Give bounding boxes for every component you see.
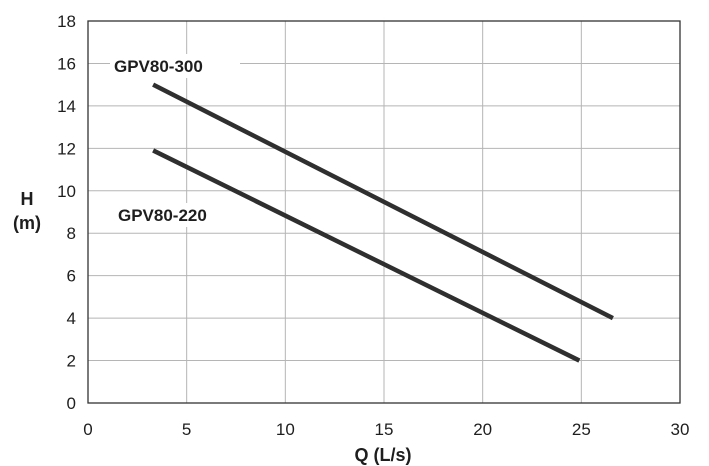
y-tick-label-16: 16 <box>57 54 76 73</box>
y-tick-label-4: 4 <box>67 309 76 328</box>
y-axis-title-h: H <box>21 189 34 209</box>
series-line-gpv80-220 <box>152 148 581 363</box>
y-tick-label-12: 12 <box>57 139 76 158</box>
y-tick-label-18: 18 <box>57 12 76 31</box>
x-tick-label-0: 0 <box>83 420 92 439</box>
y-tick-label-10: 10 <box>57 182 76 201</box>
tick-labels: 0 5 10 15 20 25 30 0 2 4 6 8 10 12 14 16 18 <box>57 12 689 439</box>
y-tick-label-8: 8 <box>67 224 76 243</box>
x-axis-title: Q (L/s) <box>355 445 412 465</box>
series-label-gpv80-220: GPV80-220 <box>118 206 207 225</box>
x-tick-label-10: 10 <box>276 420 295 439</box>
plot-frame <box>87 20 681 404</box>
x-tick-label-15: 15 <box>375 420 394 439</box>
series-layer <box>152 82 614 363</box>
series-label-gpv80-300: GPV80-300 <box>114 57 203 76</box>
y-axis-title-unit: (m) <box>13 213 41 233</box>
x-tick-label-5: 5 <box>182 420 191 439</box>
y-tick-label-14: 14 <box>57 97 76 116</box>
series-line-gpv80-300 <box>152 82 614 321</box>
x-tick-label-20: 20 <box>473 420 492 439</box>
x-tick-label-30: 30 <box>671 420 690 439</box>
y-tick-label-0: 0 <box>67 394 76 413</box>
y-tick-label-6: 6 <box>67 267 76 286</box>
series-label-bg-gpv80-220 <box>114 203 234 227</box>
series-label-bg-gpv80-300 <box>110 54 240 78</box>
y-tick-label-2: 2 <box>67 352 76 371</box>
x-tick-label-25: 25 <box>572 420 591 439</box>
grid-layer <box>88 21 680 403</box>
